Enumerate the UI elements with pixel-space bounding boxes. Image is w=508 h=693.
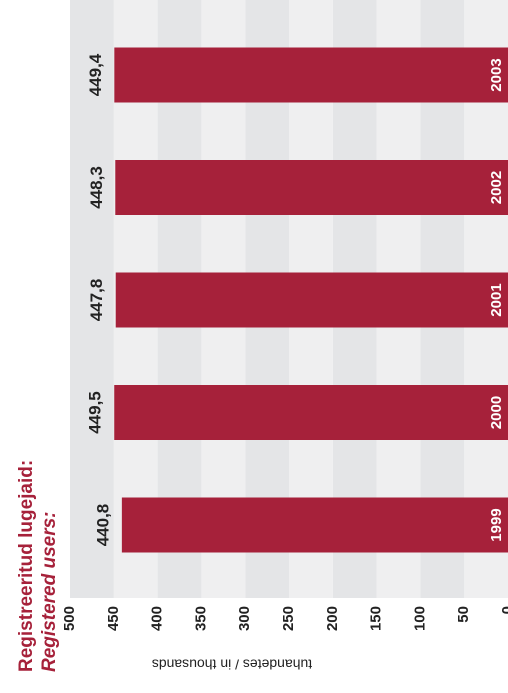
category-label: 2003 (488, 58, 505, 91)
y-tick-label: 350 (192, 606, 209, 631)
y-tick-label: 50 (455, 606, 472, 623)
bar (115, 160, 508, 215)
y-tick-label: 300 (236, 606, 253, 631)
bar (114, 385, 508, 440)
y-tick-label: 0 (499, 606, 508, 614)
y-tick-label: 500 (61, 606, 78, 631)
value-label: 449,5 (86, 391, 105, 434)
y-tick-label: 400 (149, 606, 166, 631)
value-label: 440,8 (93, 504, 112, 547)
axis-label: tuhandetes / in thousands (152, 656, 312, 672)
chart-subtitle: Registered users: (39, 511, 60, 672)
category-label: 2002 (488, 171, 505, 204)
category-label: 1999 (488, 508, 505, 541)
value-label: 448,3 (87, 166, 106, 209)
category-label: 2000 (488, 396, 505, 429)
y-tick-label: 100 (411, 606, 428, 631)
category-label: 2001 (488, 283, 505, 316)
y-tick-label: 150 (368, 606, 385, 631)
chart-title: Registreeritud lugejaid: (16, 460, 37, 672)
y-tick-label: 200 (324, 606, 341, 631)
grid-stripe (70, 0, 114, 598)
y-tick-label: 250 (280, 606, 297, 631)
bar (121, 497, 508, 553)
bar (114, 47, 508, 103)
value-label: 449,4 (86, 53, 105, 96)
value-label: 447,8 (87, 279, 106, 322)
y-tick-label: 450 (105, 606, 122, 631)
bar (115, 272, 508, 328)
